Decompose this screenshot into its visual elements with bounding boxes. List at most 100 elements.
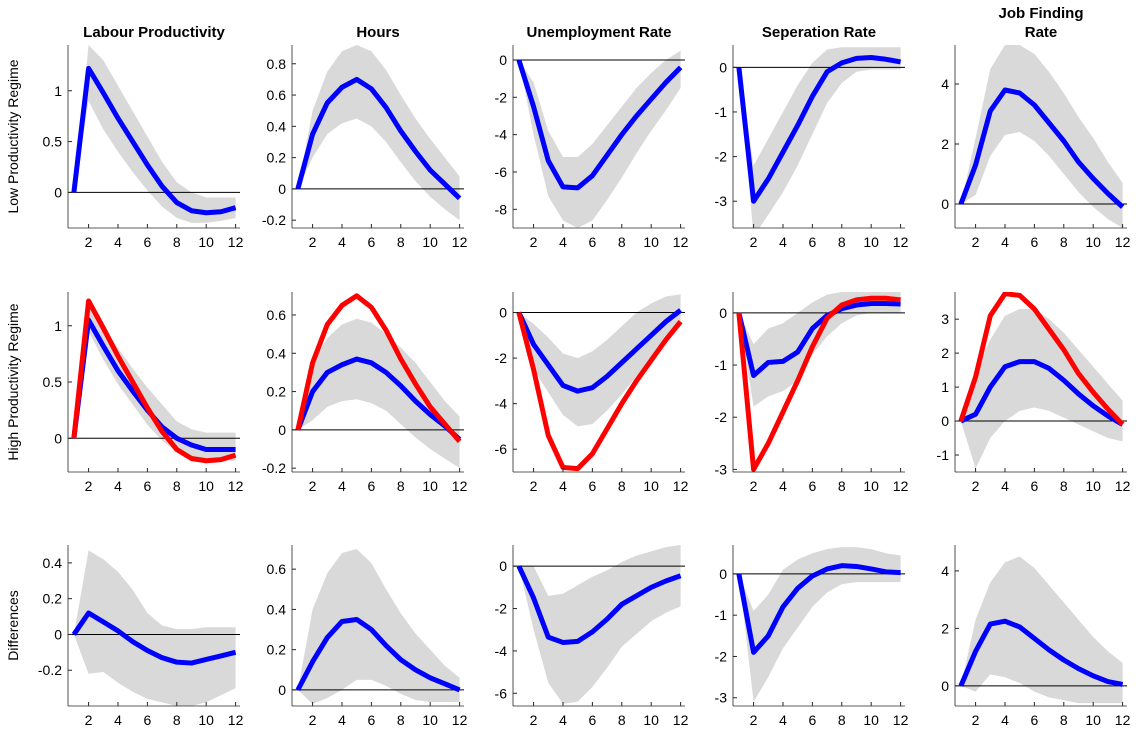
x-tick-label: 10 bbox=[643, 234, 659, 250]
y-tick-label: 0 bbox=[499, 305, 507, 321]
y-tick-label: -1 bbox=[715, 104, 728, 120]
column-title: Unemployment Rate bbox=[526, 24, 672, 41]
x-tick-label: 8 bbox=[618, 234, 626, 250]
x-tick-label: 8 bbox=[838, 234, 846, 250]
confidence-band bbox=[518, 294, 681, 427]
confidence-band bbox=[73, 45, 236, 223]
y-tick-label: -0.2 bbox=[262, 212, 286, 228]
plot-area bbox=[733, 292, 905, 472]
column-title: Hours bbox=[356, 24, 400, 41]
y-tick-label: 0.4 bbox=[267, 118, 287, 134]
irf-line bbox=[736, 563, 901, 655]
x-tick-label: 10 bbox=[863, 712, 879, 728]
x-tick-label: 4 bbox=[1001, 712, 1009, 728]
x-tick-label: 6 bbox=[367, 478, 375, 494]
y-tick-label: -3 bbox=[715, 193, 728, 209]
y-tick-label: -6 bbox=[495, 441, 508, 457]
x-tick-label: 2 bbox=[972, 234, 980, 250]
y-tick-label: 0.4 bbox=[267, 345, 287, 361]
y-tick-label: 0 bbox=[499, 52, 507, 68]
y-tick-label: 1 bbox=[54, 83, 62, 99]
x-tick-label: 4 bbox=[1001, 478, 1009, 494]
x-tick-label: 10 bbox=[198, 478, 214, 494]
plot-area bbox=[68, 45, 240, 223]
y-tick-label: 0 bbox=[499, 558, 507, 574]
x-tick-label: 6 bbox=[143, 234, 151, 250]
x-tick-label: 4 bbox=[114, 478, 122, 494]
x-tick-label: 10 bbox=[643, 712, 659, 728]
column-title: Labour Productivity bbox=[83, 24, 225, 41]
x-tick-label: 12 bbox=[452, 234, 468, 250]
y-tick-label: 0 bbox=[719, 305, 727, 321]
x-tick-label: 2 bbox=[750, 234, 758, 250]
x-tick-label: 10 bbox=[1085, 478, 1101, 494]
x-tick-label: 4 bbox=[559, 478, 567, 494]
x-tick-label: 4 bbox=[1001, 234, 1009, 250]
x-tick-label: 8 bbox=[1060, 712, 1068, 728]
plot-area bbox=[513, 50, 685, 228]
x-tick-label: 8 bbox=[173, 712, 181, 728]
x-tick-label: 2 bbox=[85, 478, 93, 494]
x-tick-label: 4 bbox=[779, 712, 787, 728]
row-label: Low Productivity Regime bbox=[5, 59, 21, 213]
x-tick-label: 10 bbox=[422, 712, 438, 728]
plot-area bbox=[513, 545, 685, 704]
y-tick-label: -4 bbox=[495, 127, 508, 143]
x-tick-label: 2 bbox=[530, 478, 538, 494]
y-tick-label: 3 bbox=[941, 311, 949, 327]
x-tick-label: 10 bbox=[863, 478, 879, 494]
x-tick-label: 4 bbox=[559, 234, 567, 250]
irf-line bbox=[736, 295, 901, 472]
x-tick-label: 12 bbox=[228, 478, 244, 494]
irf-line bbox=[516, 311, 683, 472]
x-tick-label: 10 bbox=[198, 712, 214, 728]
plot-area bbox=[733, 547, 905, 702]
y-tick-label: 4 bbox=[941, 76, 949, 92]
x-tick-label: 12 bbox=[1115, 712, 1131, 728]
y-tick-label: 0.5 bbox=[43, 374, 63, 390]
x-tick-label: 2 bbox=[309, 478, 317, 494]
irf-line bbox=[736, 300, 901, 378]
x-tick-label: 12 bbox=[893, 234, 909, 250]
irf-line bbox=[295, 356, 462, 442]
x-tick-label: 4 bbox=[559, 712, 567, 728]
y-tick-label: -1 bbox=[937, 447, 950, 463]
y-tick-label: -2 bbox=[495, 601, 508, 617]
plot-area bbox=[68, 298, 240, 464]
y-tick-label: -1 bbox=[715, 607, 728, 623]
x-tick-label: 12 bbox=[673, 478, 689, 494]
plot-area bbox=[292, 45, 464, 221]
x-tick-label: 12 bbox=[228, 712, 244, 728]
y-tick-label: -6 bbox=[495, 685, 508, 701]
y-tick-label: 0.6 bbox=[267, 87, 287, 103]
irf-line bbox=[958, 87, 1125, 209]
x-tick-label: 6 bbox=[808, 234, 816, 250]
x-tick-label: 2 bbox=[309, 712, 317, 728]
x-tick-label: 6 bbox=[367, 234, 375, 250]
y-tick-label: 0 bbox=[54, 430, 62, 446]
x-tick-label: 12 bbox=[673, 234, 689, 250]
y-tick-label: -2 bbox=[715, 149, 728, 165]
y-tick-label: 2 bbox=[941, 345, 949, 361]
irf-line bbox=[295, 76, 462, 201]
irf-line bbox=[958, 292, 1125, 427]
y-tick-label: 0 bbox=[941, 678, 949, 694]
x-tick-label: 10 bbox=[1085, 712, 1101, 728]
plot-area bbox=[955, 45, 1127, 228]
x-tick-label: 8 bbox=[1060, 478, 1068, 494]
plot-area bbox=[292, 293, 464, 469]
x-tick-label: 2 bbox=[972, 478, 980, 494]
x-tick-label: 6 bbox=[808, 712, 816, 728]
x-tick-label: 12 bbox=[228, 234, 244, 250]
row-label: High Productivity Regime bbox=[5, 303, 21, 460]
x-tick-label: 2 bbox=[750, 712, 758, 728]
confidence-band bbox=[73, 550, 236, 706]
x-tick-label: 6 bbox=[1030, 712, 1038, 728]
plot-area bbox=[955, 292, 1127, 469]
x-tick-label: 4 bbox=[779, 478, 787, 494]
x-tick-label: 8 bbox=[838, 712, 846, 728]
y-tick-label: 2 bbox=[941, 136, 949, 152]
x-tick-label: 6 bbox=[143, 478, 151, 494]
x-tick-label: 6 bbox=[1030, 478, 1038, 494]
